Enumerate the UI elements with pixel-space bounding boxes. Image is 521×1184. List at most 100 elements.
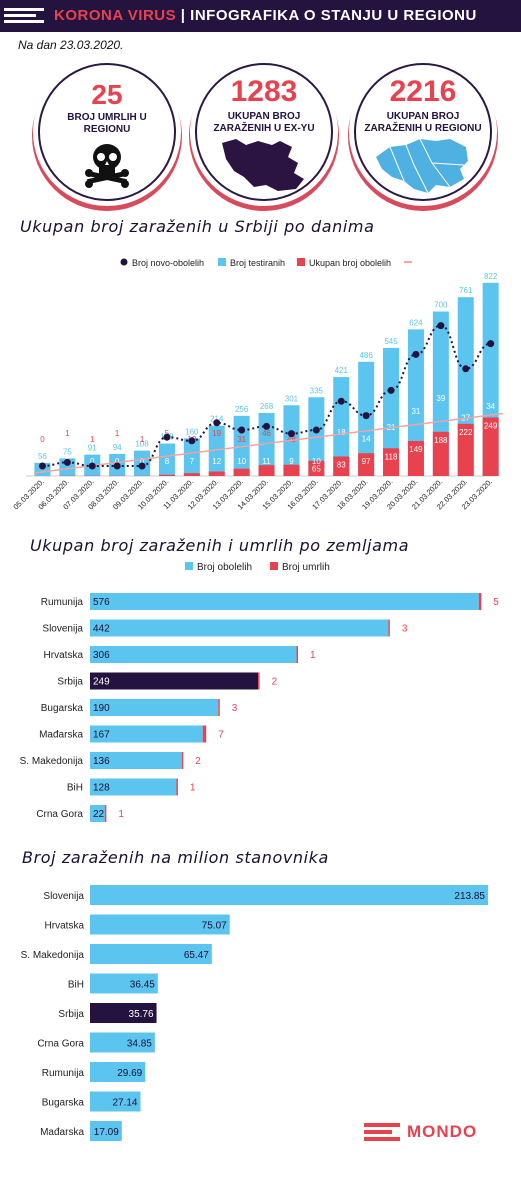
category-label: Slovenija xyxy=(43,891,84,902)
data-label-new: 0 xyxy=(115,457,120,466)
data-label-per-million: 17.09 xyxy=(94,1127,119,1138)
bar-per-million xyxy=(90,914,230,935)
bar-per-million xyxy=(90,1062,146,1082)
data-label-new: 0 xyxy=(140,457,145,466)
bar-total xyxy=(183,473,200,476)
data-label-total: 48 xyxy=(287,435,296,444)
bar-deaths xyxy=(202,725,207,743)
bar-deaths xyxy=(176,778,178,796)
data-label-tested: 624 xyxy=(409,318,423,327)
data-label-infected: 306 xyxy=(93,650,110,661)
title-accent: KORONA VIRUS xyxy=(54,7,177,24)
data-label-new: 11 xyxy=(262,457,271,466)
bar-deaths xyxy=(388,619,390,637)
data-label-infected: 128 xyxy=(93,783,110,794)
data-label-infected: 167 xyxy=(93,730,110,741)
category-label: BiH xyxy=(68,980,84,991)
point-new xyxy=(337,397,345,405)
per-million-chart: Slovenija 213.85 Hrvatska 75.07 S. Makedonij… xyxy=(21,885,488,1141)
bar-total xyxy=(457,423,474,476)
bar-tested xyxy=(208,425,225,476)
category-label: Rumunija xyxy=(41,597,84,608)
data-label-total: 65 xyxy=(312,465,321,474)
data-label-new: 9 xyxy=(289,457,294,466)
point-new xyxy=(138,462,146,470)
serbia-daily-chart: Broj novo-obolelih Broj testiranih Ukupan … xyxy=(11,258,504,511)
data-label-tested: 91 xyxy=(88,444,97,453)
bar-per-million xyxy=(90,1032,155,1053)
data-label-tested: 761 xyxy=(459,286,473,295)
data-label-new: 10 xyxy=(237,457,246,466)
legend-label: Broj novo-obolelih xyxy=(132,258,204,268)
brand-name: MONDO xyxy=(407,1122,478,1141)
data-label-new: 31 xyxy=(411,407,420,416)
data-label-total: 222 xyxy=(459,428,473,437)
stat-deaths-value: 25 xyxy=(91,79,123,110)
data-label-deaths: 1 xyxy=(190,783,196,794)
trend-line xyxy=(33,412,504,474)
category-label: Hrvatska xyxy=(44,650,84,661)
data-label-total: 19 xyxy=(212,429,221,438)
bar-tested xyxy=(407,329,424,476)
bar-deaths xyxy=(104,805,107,822)
category-label: Rumunija xyxy=(42,1068,85,1079)
data-label-new: 7 xyxy=(190,457,195,466)
by-country-title: Ukupan broj zaraženih i umrlih po zemlja… xyxy=(30,536,410,555)
data-label-tested: 301 xyxy=(285,394,299,403)
region-map-icon xyxy=(376,138,468,194)
page-title: KORONA VIRUS | INFOGRAFIKA O STANJU U RE… xyxy=(54,7,477,24)
data-label-per-million: 75.07 xyxy=(202,921,227,932)
bar-tested xyxy=(183,438,200,476)
data-label-new: 10 xyxy=(312,457,321,466)
stat-region-value: 2216 xyxy=(389,75,457,108)
bar-total xyxy=(383,448,400,476)
data-label-new: 39 xyxy=(436,394,445,403)
point-new xyxy=(163,433,171,441)
point-new xyxy=(38,462,46,470)
category-label: BiH xyxy=(67,783,83,794)
data-label-tested: 108 xyxy=(135,440,149,449)
category-label: Crna Gora xyxy=(36,809,83,820)
ex-yu-map-icon xyxy=(222,139,304,191)
bar-total xyxy=(482,417,499,476)
category-label: Hrvatska xyxy=(45,921,85,932)
point-new xyxy=(188,437,196,445)
category-label: Srbija xyxy=(58,1009,84,1020)
stat-region-label-1: UKUPAN BROJ xyxy=(386,111,460,122)
bar-total xyxy=(333,456,350,476)
bar-total xyxy=(308,460,325,476)
stat-region: 2216 UKUPAN BROJ ZARAŽENIH U REGIONU xyxy=(354,63,492,201)
data-label-tested: 421 xyxy=(335,366,349,375)
data-label-total: 5 xyxy=(165,429,170,438)
data-label-total: 149 xyxy=(409,445,423,454)
stat-exyu-label-2: ZARAŽENIH U EX-YU xyxy=(213,123,315,134)
data-label-new: 14 xyxy=(362,434,371,443)
legend-label: Broj obolelih xyxy=(197,562,252,573)
data-label-per-million: 213.85 xyxy=(454,891,485,902)
data-label-per-million: 34.85 xyxy=(127,1039,152,1050)
data-label-per-million: 29.69 xyxy=(117,1068,142,1079)
data-label-deaths: 2 xyxy=(195,756,201,767)
data-label-tested: 335 xyxy=(310,386,324,395)
bar-per-million xyxy=(90,973,158,994)
data-label-per-million: 65.47 xyxy=(184,950,209,961)
data-label-deaths: 1 xyxy=(118,809,124,820)
data-label-total: 46 xyxy=(262,429,271,438)
category-label: S. Makedonija xyxy=(20,756,84,767)
point-new xyxy=(287,430,295,438)
data-label-deaths: 5 xyxy=(493,597,499,608)
bar-total xyxy=(283,464,300,476)
bar-per-million xyxy=(90,1003,157,1023)
bar-infected xyxy=(90,619,389,637)
bar-infected xyxy=(90,672,259,690)
bar-deaths xyxy=(181,752,184,769)
bar-total xyxy=(233,468,250,476)
data-label-infected: 249 xyxy=(93,677,110,688)
point-new xyxy=(113,462,121,470)
stat-deaths: 25 BROJ UMRLIH U REGIONU xyxy=(38,63,176,201)
category-label: S. Makedonija xyxy=(21,950,85,961)
point-new xyxy=(362,412,370,420)
data-label-tested: 256 xyxy=(235,405,249,414)
data-label-tested: 545 xyxy=(384,337,398,346)
stat-exyu: 1283 UKUPAN BROJ ZARAŽENIH U EX-YU xyxy=(195,63,333,201)
